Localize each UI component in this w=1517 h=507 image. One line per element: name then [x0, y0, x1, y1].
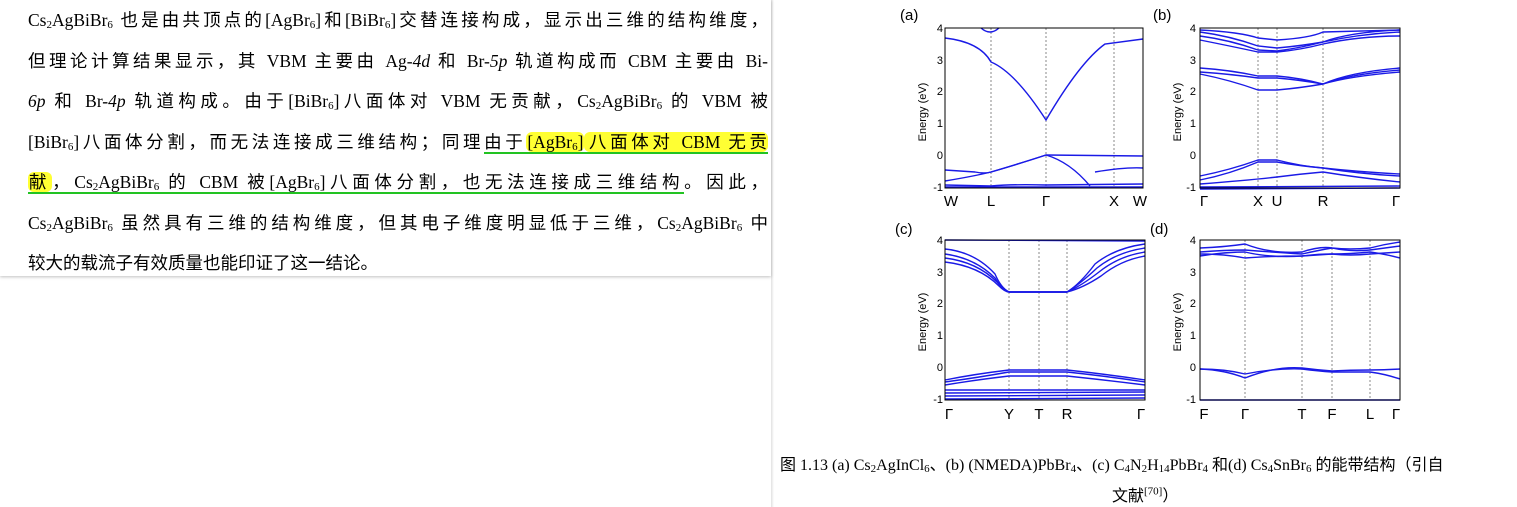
- green-underline: 由于[AgBr6] 八面体对 CBM 无贡: [484, 131, 769, 154]
- yellow-highlight: [AgBr6]: [526, 131, 585, 153]
- x-tick-label: F: [1327, 406, 1336, 423]
- x-tick-label: Γ: [1042, 193, 1050, 210]
- text-line-2: 但理论计算结果显示，其 VBM 主要由 Ag-4d 和 Br-5p 轨道构成而 …: [28, 50, 768, 71]
- x-tick-label: R: [1062, 406, 1073, 423]
- x-tick-label: W: [1133, 193, 1148, 210]
- band-lines: [944, 239, 1146, 400]
- y-tick-label: 4: [937, 23, 943, 35]
- plot-frame: [1199, 27, 1401, 189]
- text-line-1: Cs2AgBiBr6 也是由共顶点的[AgBr6]和[BiBr6]交替连接构成，…: [28, 10, 769, 31]
- x-tick-label: W: [944, 193, 959, 210]
- y-tick-label: 3: [1190, 55, 1196, 67]
- panel-b-svg: (b) Energy (eV) 4 3 2 1 0 -1: [1153, 7, 1401, 210]
- text-line-6: Cs2AgBiBr6 虽然具有三维的结构维度，但其电子维度明显低于三维，Cs2A…: [28, 212, 769, 234]
- band-structure-panel-b: (b) Energy (eV) 4 3 2 1 0 -1: [1150, 2, 1410, 212]
- x-tick-label: T: [1297, 406, 1306, 423]
- y-tick-label: 0: [937, 362, 943, 374]
- y-tick-label: 1: [937, 118, 943, 130]
- y-tick-label: 2: [937, 298, 943, 310]
- y-tick-label: 2: [1190, 298, 1196, 310]
- y-tick-label: 3: [937, 55, 943, 67]
- x-tick-label: Y: [1004, 406, 1014, 423]
- text-line-4: [BiBr6]八面体分割，而无法连接成三维结构；同理由于[AgBr6] 八面体对 …: [28, 131, 769, 154]
- y-tick-label: 3: [937, 267, 943, 279]
- y-tick-label: 0: [937, 150, 943, 162]
- y-tick-label: 2: [937, 86, 943, 98]
- text-line-7: 较大的载流子有效质量也能印证了这一结论。: [28, 253, 378, 273]
- y-axis-label: Energy (eV): [1172, 83, 1184, 142]
- y-tick-label: 4: [1190, 23, 1196, 35]
- panel-label: (d): [1150, 221, 1168, 238]
- y-tick-label: 4: [1190, 235, 1196, 247]
- x-tick-label: Γ: [1392, 193, 1400, 210]
- x-tick-label: L: [1366, 406, 1374, 423]
- x-tick-label: Γ: [1241, 406, 1249, 423]
- citation-ref[interactable]: [70]: [1144, 485, 1163, 498]
- text-line-5: 献，Cs2AgBiBr6 的 CBM 被[AgBr6]八面体分割，也无法连接成三…: [28, 172, 769, 194]
- x-tick-label: U: [1272, 193, 1283, 210]
- x-tick-label: Γ: [945, 406, 953, 423]
- x-tick-label: R: [1318, 193, 1329, 210]
- y-tick-label: 1: [1190, 118, 1196, 130]
- y-tick-label: 1: [1190, 330, 1196, 342]
- y-axis-label: Energy (eV): [917, 83, 929, 142]
- panel-c-svg: (c) Energy (eV) 4 3 2 1 0 -1: [895, 221, 1146, 423]
- x-tick-label: Γ: [1137, 406, 1145, 423]
- y-tick-label: -1: [1186, 394, 1196, 406]
- plot-frame: [944, 239, 1146, 401]
- y-axis-label: Energy (eV): [917, 293, 929, 352]
- y-tick-label: 3: [1190, 267, 1196, 279]
- y-tick-label: 1: [937, 330, 943, 342]
- page-divider: [771, 0, 774, 507]
- y-tick-label: -1: [933, 394, 943, 406]
- x-tick-label: X: [1109, 193, 1119, 210]
- green-underline: 献，Cs2AgBiBr6 的 CBM 被[AgBr6]八面体分割，也无法连接成三…: [28, 172, 685, 194]
- y-tick-label: 2: [1190, 86, 1196, 98]
- text-line-3: 6p 和 Br-4p 轨道构成。由于[BiBr6]八面体对 VBM 无贡献，Cs…: [28, 91, 769, 112]
- band-structure-panel-a: (a) Energy (eV) 4 3 2 1 0 -1 W L Γ X: [895, 2, 1155, 212]
- x-tick-label: Γ: [1200, 193, 1208, 210]
- x-tick-label: F: [1199, 406, 1208, 423]
- panel-a-svg: (a) Energy (eV) 4 3 2 1 0 -1 W L Γ X: [900, 7, 1148, 210]
- y-tick-label: -1: [1186, 182, 1196, 194]
- panel-label: (c): [895, 221, 913, 238]
- band-lines: [944, 27, 1144, 188]
- y-tick-label: -1: [933, 182, 943, 194]
- panel-d-svg: (d) Energy (eV) 4 3 2 1 0 -1 F Γ T F: [1150, 221, 1401, 423]
- panel-label: (a): [900, 7, 918, 24]
- yellow-highlight: 献: [28, 172, 53, 192]
- plot-frame: [1199, 239, 1401, 401]
- figure-caption: 图 1.13 (a) Cs2AgInCl6、(b) (NMEDA)PbBr4、(…: [780, 457, 1444, 475]
- body-paragraph: Cs2AgBiBr6 也是由共顶点的[AgBr6]和[BiBr6]交替连接构成，…: [28, 0, 769, 284]
- yellow-highlight: 八面体对 CBM 无贡: [584, 131, 769, 152]
- band-lines: [1199, 29, 1401, 190]
- band-structure-panel-d: (d) Energy (eV) 4 3 2 1 0 -1 F Γ T F: [1150, 214, 1410, 424]
- y-axis-label: Energy (eV): [1172, 293, 1184, 352]
- figure-caption-line-2: 文献[70]）: [1112, 485, 1179, 505]
- y-tick-label: 0: [1190, 362, 1196, 374]
- band-structure-panel-c: (c) Energy (eV) 4 3 2 1 0 -1: [895, 214, 1155, 424]
- y-tick-label: 0: [1190, 150, 1196, 162]
- plot-frame: [944, 27, 1144, 189]
- x-tick-label: L: [987, 193, 995, 210]
- text-page: Cs2AgBiBr6 也是由共顶点的[AgBr6]和[BiBr6]交替连接构成，…: [0, 0, 771, 276]
- y-tick-label: 4: [937, 235, 943, 247]
- x-tick-label: T: [1034, 406, 1043, 423]
- panel-label: (b): [1153, 7, 1171, 24]
- x-tick-label: X: [1253, 193, 1263, 210]
- x-tick-label: Γ: [1392, 406, 1400, 423]
